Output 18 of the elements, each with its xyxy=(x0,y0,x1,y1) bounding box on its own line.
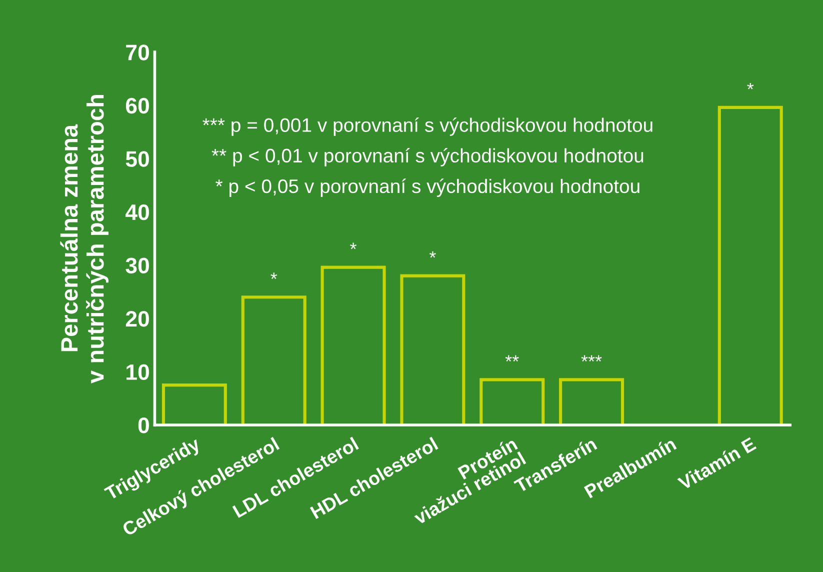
y-tick-label: 0 xyxy=(138,418,149,434)
y-tick-label: 60 xyxy=(126,98,149,114)
annotation: * xyxy=(270,272,278,279)
annotation: * xyxy=(747,82,754,90)
annotation: * xyxy=(429,251,436,258)
annotation: * p < 0,05 v porovnaní s východiskovou hodnotou xyxy=(216,178,640,197)
y-axis-title: Percentuálna zmena v nutričných parametroch xyxy=(60,94,108,384)
annotation: *** p = 0,001 v porovnaní s východiskovou hodnotou xyxy=(202,117,652,136)
y-tick-label: 30 xyxy=(126,258,149,274)
annotation: *** xyxy=(581,355,602,362)
y-tick-label: 70 xyxy=(126,44,149,60)
y-tick-label: 50 xyxy=(126,151,149,167)
annotation: ** xyxy=(505,355,519,362)
annotation: ** p < 0,01 v porovnaní s východiskovou hodnotou xyxy=(212,148,644,166)
annotation: * xyxy=(350,242,357,250)
y-tick-label: 10 xyxy=(126,364,149,380)
y-tick-label: 40 xyxy=(125,204,149,220)
y-tick-label: 20 xyxy=(126,310,149,327)
